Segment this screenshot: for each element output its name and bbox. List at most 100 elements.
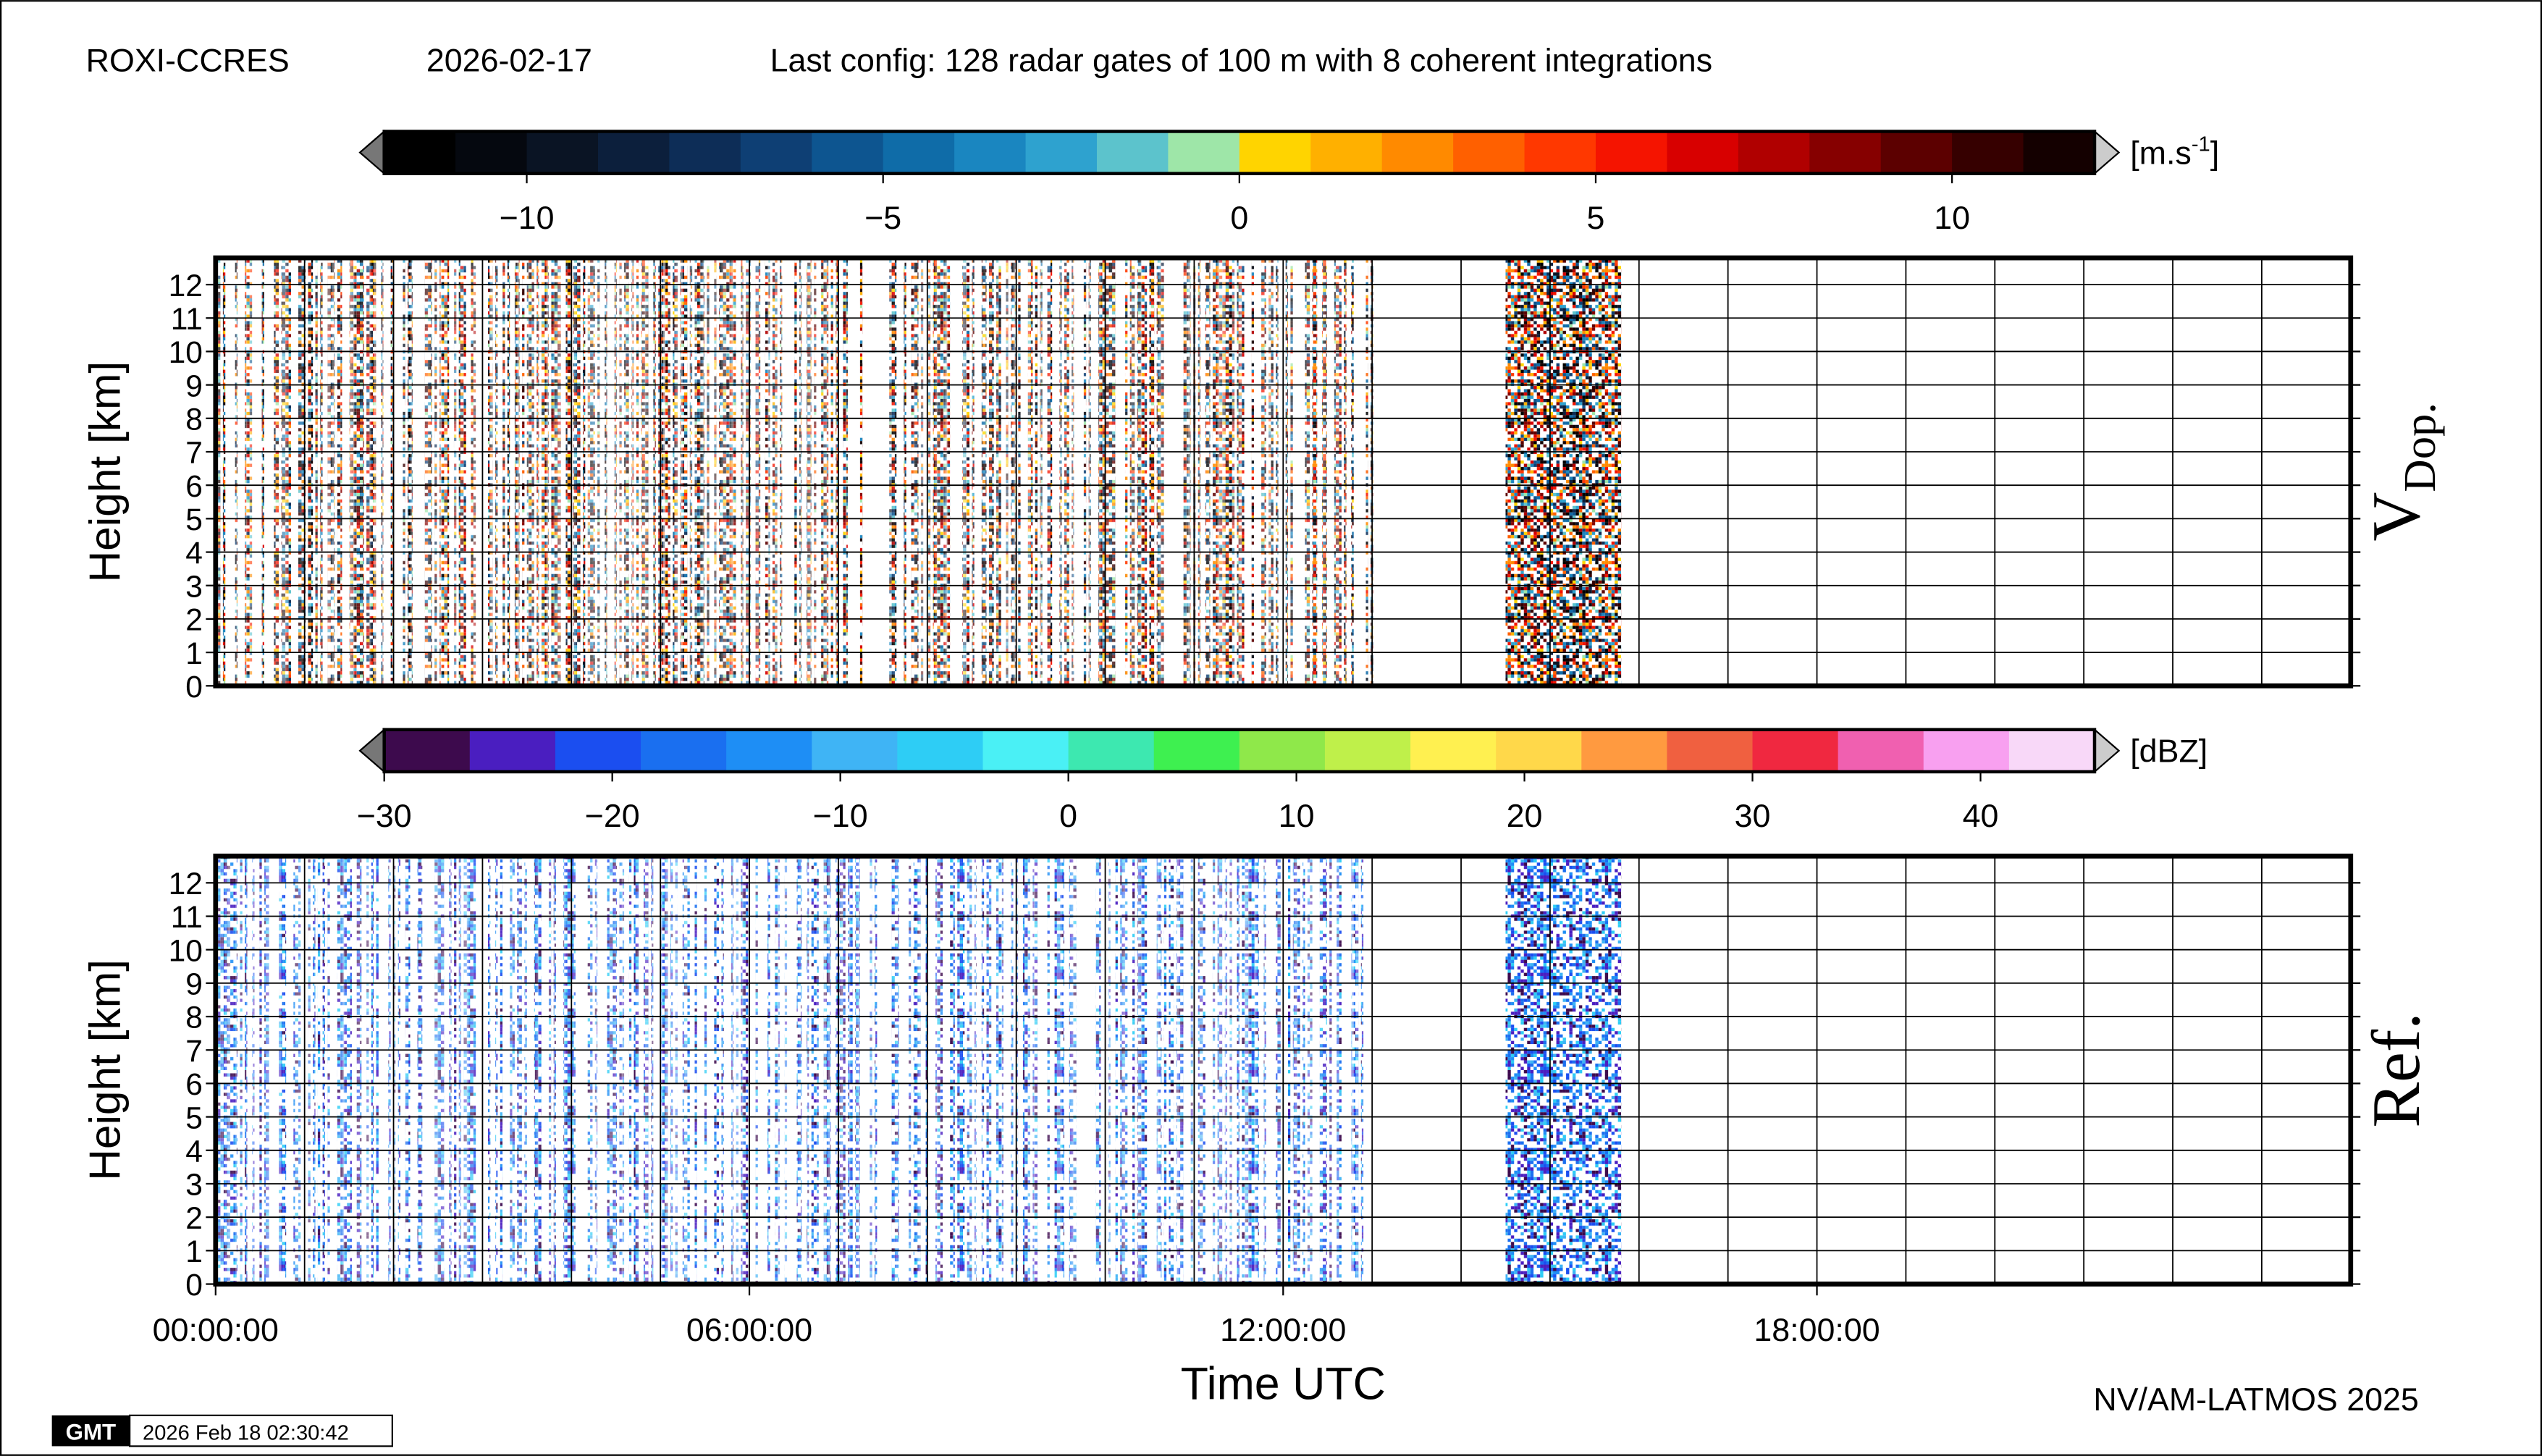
profile xyxy=(1100,258,1103,686)
y-tick-label: 8 xyxy=(185,402,203,437)
profile xyxy=(461,258,464,686)
profile xyxy=(473,856,476,1284)
profile xyxy=(1292,856,1296,1284)
profile xyxy=(959,856,962,1284)
profile xyxy=(1203,856,1205,1284)
y-tick-label: 11 xyxy=(171,900,203,935)
y-tick-label: 1 xyxy=(185,1234,203,1269)
profile xyxy=(1288,856,1291,1284)
profile xyxy=(1013,258,1016,686)
profile xyxy=(371,856,374,1284)
profile xyxy=(843,258,846,686)
profile xyxy=(340,856,342,1284)
profile xyxy=(757,258,761,686)
colorbar-tick-label: −10 xyxy=(500,200,555,236)
profile xyxy=(575,258,578,686)
profile xyxy=(458,856,462,1284)
profile xyxy=(468,856,471,1284)
profile xyxy=(1337,258,1339,686)
colorbar-step xyxy=(1809,131,1882,174)
profile xyxy=(1319,856,1323,1284)
profile xyxy=(634,856,636,1284)
profile xyxy=(1142,258,1145,686)
profile xyxy=(281,258,284,686)
profile xyxy=(1219,856,1223,1284)
profile xyxy=(1144,258,1148,686)
profile xyxy=(1001,856,1004,1284)
profile xyxy=(1027,258,1030,686)
profile xyxy=(510,856,513,1284)
profile xyxy=(1049,258,1053,686)
colorbar-step xyxy=(1595,131,1668,174)
profile xyxy=(366,856,369,1284)
profile xyxy=(1239,258,1242,686)
profile xyxy=(1314,258,1318,686)
profile xyxy=(249,258,253,686)
unit-part: [m.s xyxy=(2130,135,2192,171)
profile xyxy=(799,258,802,686)
unit-part: ] xyxy=(2210,135,2219,171)
profile xyxy=(811,856,815,1284)
profile xyxy=(1098,856,1101,1284)
x-axis-label: Time UTC xyxy=(1181,1359,1386,1410)
profile xyxy=(624,258,627,686)
colorbar-tick-label: 30 xyxy=(1735,798,1771,834)
profile xyxy=(463,856,466,1284)
profile xyxy=(991,258,994,686)
profile xyxy=(358,856,362,1284)
profile xyxy=(1115,856,1118,1284)
y-tick-label: 3 xyxy=(185,1168,203,1203)
y-tick-label: 8 xyxy=(185,1001,203,1035)
profile xyxy=(694,856,697,1284)
profile xyxy=(417,856,420,1284)
profile xyxy=(519,856,523,1284)
profile xyxy=(1244,856,1247,1284)
profile xyxy=(1297,856,1300,1284)
profile xyxy=(227,856,230,1284)
profile xyxy=(332,258,335,686)
profile xyxy=(696,258,700,686)
profile xyxy=(845,258,849,686)
profile xyxy=(1032,856,1035,1284)
profile xyxy=(283,856,287,1284)
profile xyxy=(702,258,704,686)
profile xyxy=(281,856,284,1284)
date: 2026-02-17 xyxy=(426,43,592,79)
y-tick-label: 3 xyxy=(185,569,203,604)
profile xyxy=(1295,856,1298,1284)
profile xyxy=(565,258,568,686)
colorbar-step xyxy=(1496,729,1583,772)
colorbar-tick-label: −30 xyxy=(357,798,412,834)
colorbar-step xyxy=(1239,131,1312,174)
profile xyxy=(607,856,610,1284)
profile xyxy=(998,856,1001,1284)
colorbar-step xyxy=(455,131,528,174)
profile xyxy=(673,258,676,686)
profile xyxy=(988,856,992,1284)
profile xyxy=(376,856,379,1284)
profile xyxy=(668,258,670,686)
profile xyxy=(1353,856,1357,1284)
profile xyxy=(1324,258,1327,686)
colorbar-step xyxy=(1453,131,1525,174)
profile xyxy=(893,258,897,686)
profile xyxy=(558,258,561,686)
colorbar-step xyxy=(812,729,898,772)
profile xyxy=(1158,856,1162,1284)
y-tick-label: 5 xyxy=(185,1101,203,1135)
profile xyxy=(628,856,632,1284)
x-tick-label: 06:00:00 xyxy=(686,1312,812,1348)
profile xyxy=(444,258,447,686)
colorbar-step xyxy=(1752,729,1839,772)
profile xyxy=(918,856,921,1284)
profile xyxy=(342,856,345,1284)
profile xyxy=(806,258,809,686)
profile xyxy=(714,258,717,686)
profile xyxy=(264,856,267,1284)
colorbar-step xyxy=(1524,131,1596,174)
profile xyxy=(836,856,838,1284)
colorbar-step xyxy=(1025,131,1098,174)
profile xyxy=(429,258,432,686)
profile xyxy=(909,856,912,1284)
profile xyxy=(274,258,277,686)
